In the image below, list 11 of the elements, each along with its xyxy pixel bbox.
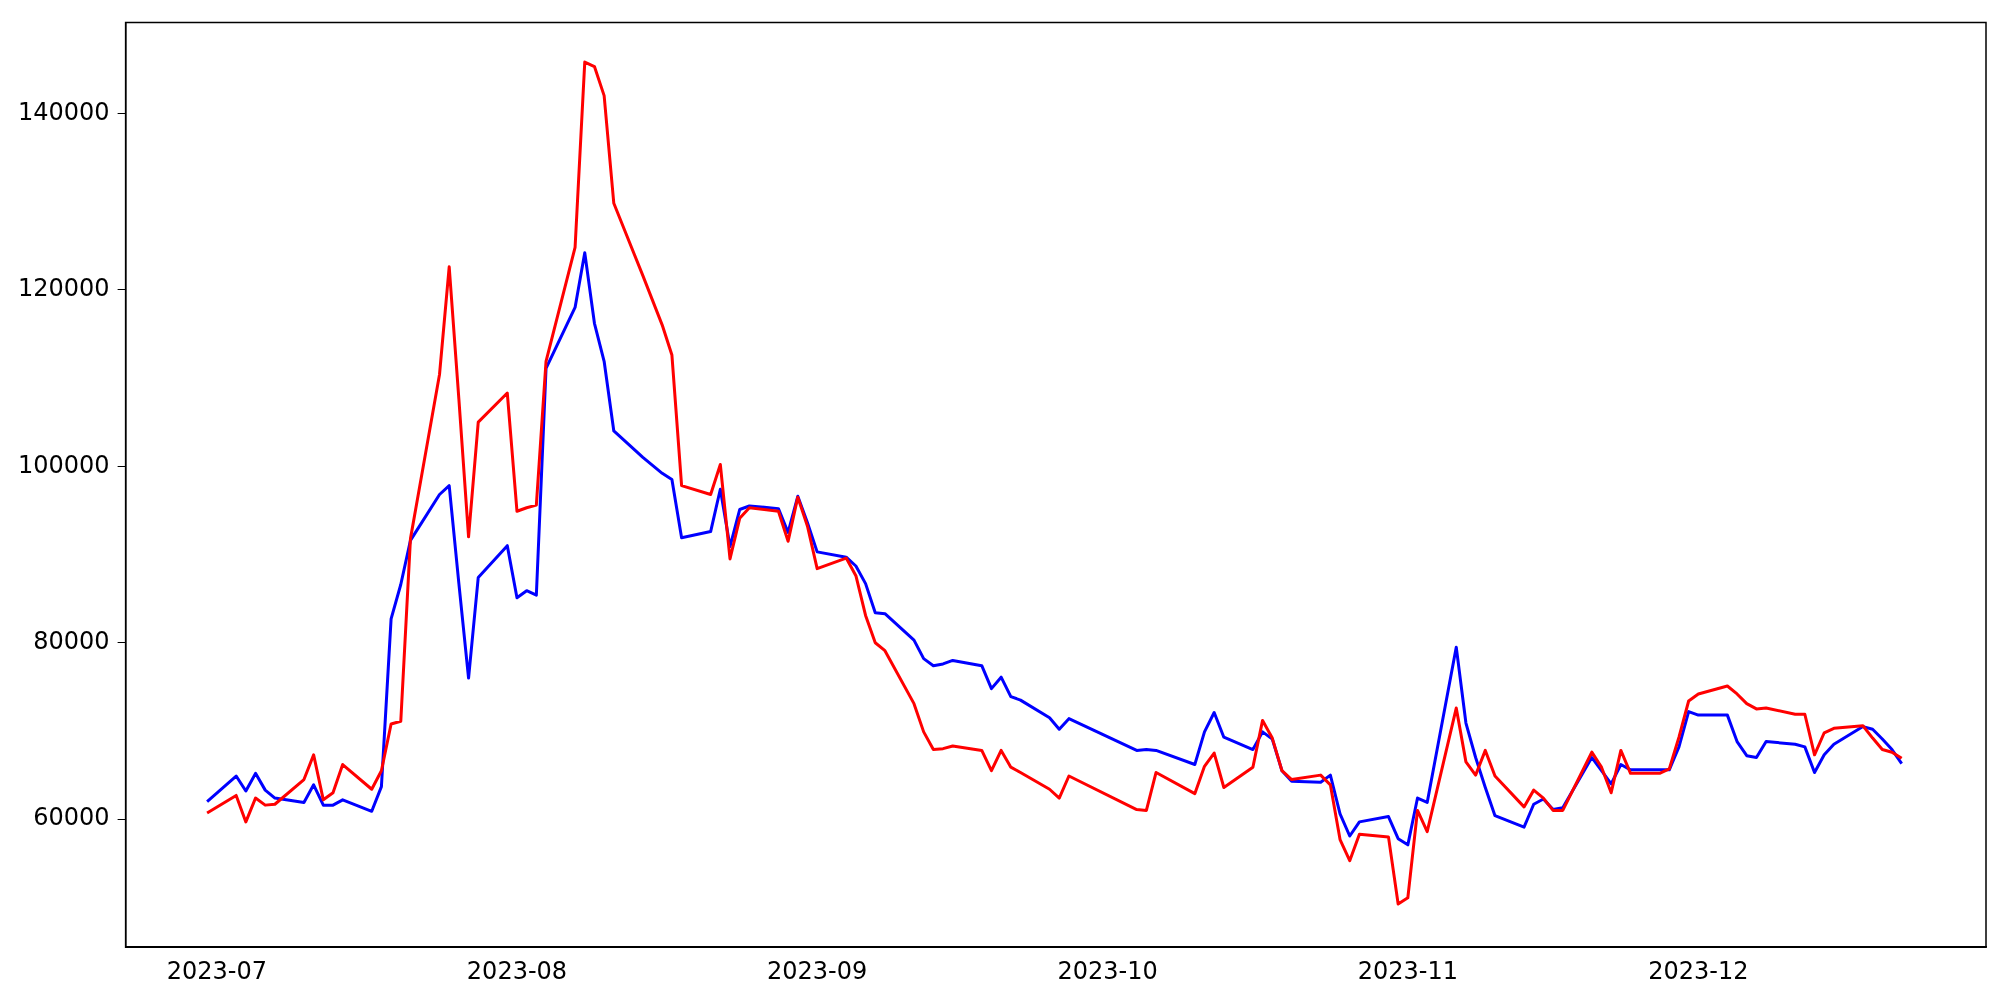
x-tick-label: 2023-08 (466, 956, 568, 985)
y-tick-label: 140000 (17, 97, 110, 126)
y-tick-label: 80000 (33, 626, 110, 655)
y-tick-label: 100000 (17, 450, 110, 479)
x-tick-label: 2023-10 (1057, 956, 1158, 985)
y-tick-label: 120000 (17, 274, 110, 303)
x-tick-label: 2023-09 (767, 956, 868, 985)
x-tick-label: 2023-12 (1648, 956, 1749, 985)
x-tick-label: 2023-07 (166, 956, 267, 985)
y-tick-label: 60000 (33, 803, 110, 832)
x-tick-label: 2023-11 (1357, 956, 1458, 985)
